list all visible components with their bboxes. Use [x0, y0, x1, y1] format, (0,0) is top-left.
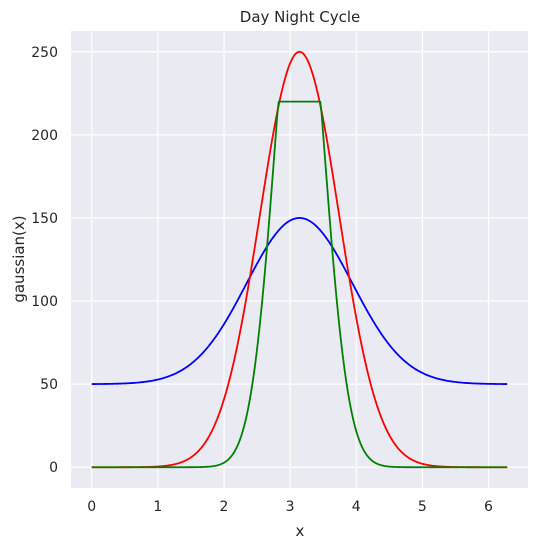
x-axis-label: x	[296, 522, 305, 540]
y-tick-labels: 0 50 100 150 200 250	[31, 45, 58, 476]
y-tick-label: 200	[31, 128, 58, 144]
x-tick-label: 1	[153, 499, 162, 515]
chart-title: Day Night Cycle	[240, 8, 360, 26]
y-tick-label: 0	[49, 460, 58, 476]
y-tick-label: 50	[40, 377, 58, 393]
x-tick-label: 4	[352, 499, 361, 515]
plot-background	[71, 31, 528, 488]
y-tick-label: 250	[31, 45, 58, 61]
y-tick-label: 150	[31, 211, 58, 227]
y-tick-label: 100	[31, 294, 58, 310]
x-tick-label: 2	[220, 499, 229, 515]
x-tick-label: 6	[484, 499, 493, 515]
x-tick-label: 5	[418, 499, 427, 515]
y-axis-label: gaussian(x)	[10, 215, 28, 302]
x-tick-label: 0	[87, 499, 96, 515]
x-tick-label: 3	[286, 499, 295, 515]
x-tick-labels: 0 1 2 3 4 5 6	[87, 499, 493, 515]
